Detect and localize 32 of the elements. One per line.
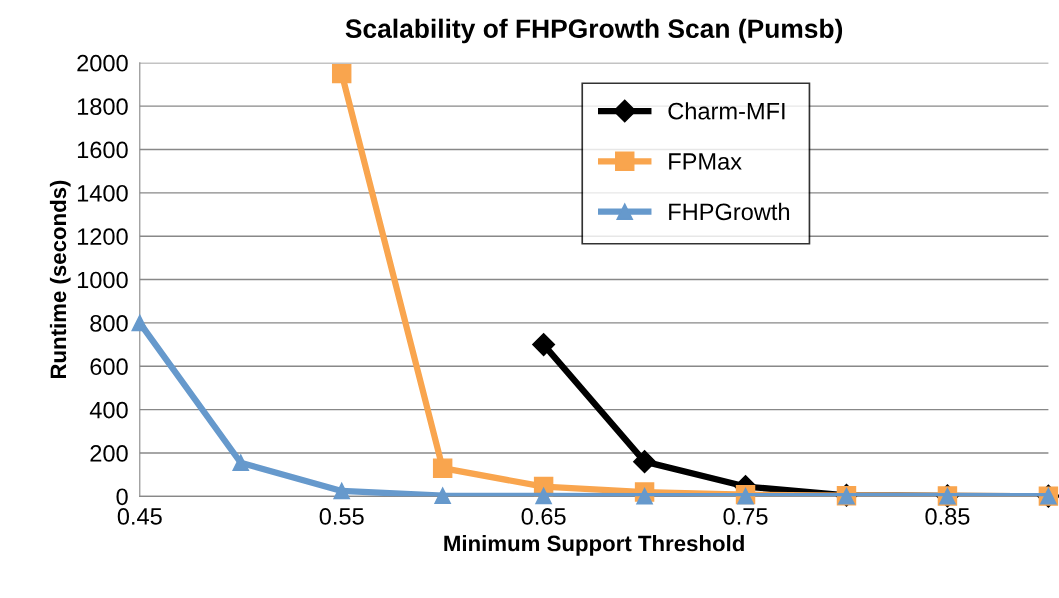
x-tick-label: 0.45: [117, 508, 162, 525]
point: [333, 482, 351, 500]
legend-label: FHPGrowth: [669, 202, 790, 221]
y-tick-label: 600: [90, 358, 128, 376]
point: [331, 63, 352, 84]
y-tick-label: 400: [89, 401, 128, 419]
y-tick-label: 1800: [77, 98, 128, 115]
point: [535, 487, 552, 505]
chart-title: Scalability of FHPGrowth Scan (Pumsb): [345, 18, 843, 44]
point: [432, 458, 453, 478]
x-axis-title: Minimum Support Threshold: [444, 535, 744, 556]
y-tick-label: 1600: [77, 141, 128, 159]
y-tick-label: 1400: [77, 184, 128, 202]
point: [434, 487, 451, 505]
y-tick-label: 2000: [77, 54, 128, 72]
y-tick-label: 1200: [77, 228, 128, 245]
point: [532, 333, 556, 357]
point: [232, 454, 250, 472]
legend-label: Charm-MFI: [668, 102, 785, 120]
point: [636, 487, 653, 505]
x-tick-label: 0.65: [521, 508, 566, 525]
legend-label: FPMax: [669, 153, 742, 170]
x-tick-label: 0.85: [925, 508, 970, 525]
point: [131, 314, 149, 332]
x-tick-label: 0.55: [319, 508, 364, 525]
x-tick-label: 0.75: [723, 508, 768, 525]
y-tick-label: 0: [116, 488, 128, 506]
y-tick-label: 1000: [77, 271, 128, 289]
y-tick-label: 800: [90, 314, 128, 332]
point: [633, 450, 657, 474]
y-tick-label: 200: [90, 445, 128, 462]
y-axis-title: Runtime (seconds): [49, 180, 71, 379]
